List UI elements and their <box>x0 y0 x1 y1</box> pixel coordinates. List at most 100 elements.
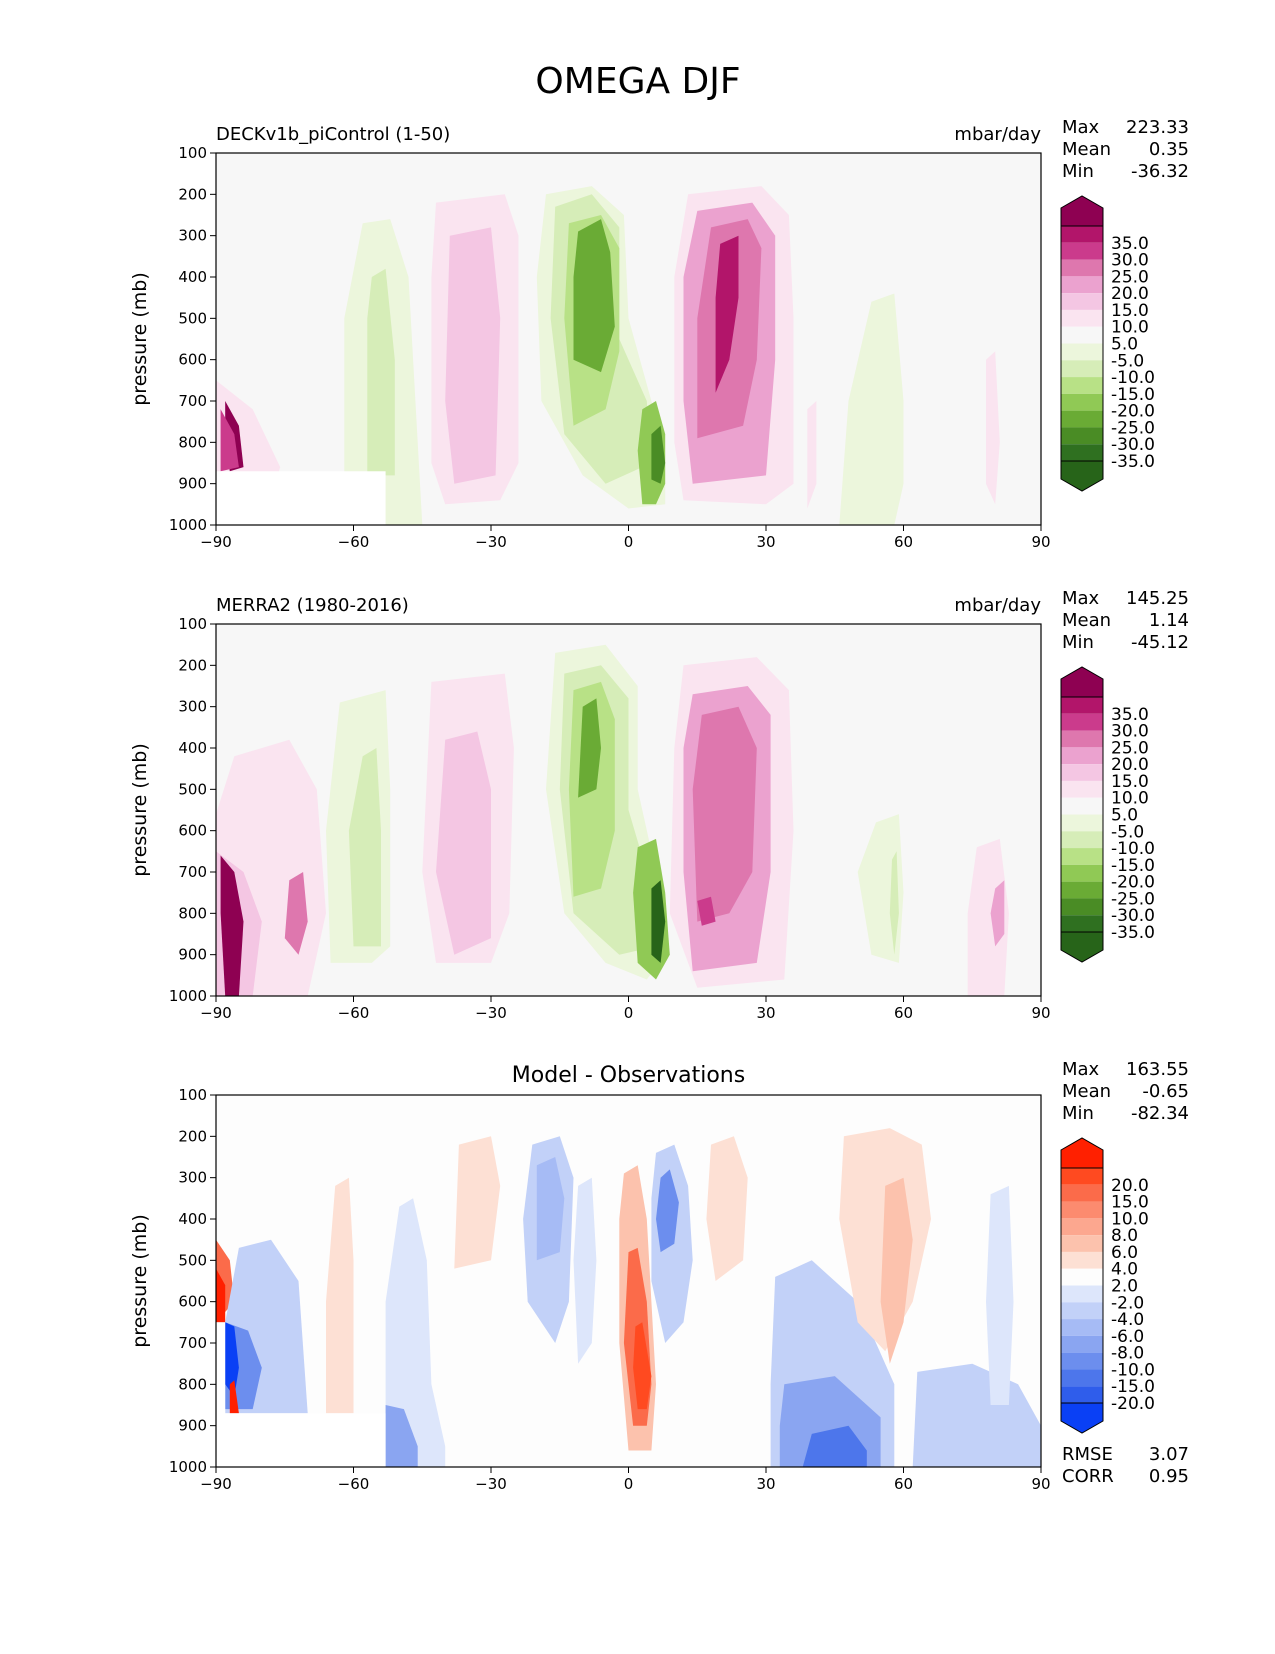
y-tick-label: 400 <box>178 268 207 286</box>
colorbar-label: -35.0 <box>1111 452 1155 472</box>
colorbar: 35.030.025.020.015.010.05.0-5.0-10.0-15.… <box>1060 666 1155 963</box>
x-tick-label: 90 <box>1031 533 1050 551</box>
colorbar-label: -5.0 <box>1111 822 1144 842</box>
colorbar-label: -10.0 <box>1111 839 1155 859</box>
y-tick-label: 400 <box>178 739 207 757</box>
colorbar-label: 20.0 <box>1111 284 1149 304</box>
colorbar-extend-top <box>1060 195 1104 227</box>
x-tick-label: −60 <box>338 533 370 551</box>
contour-region <box>986 1185 1014 1405</box>
contour-region <box>348 748 381 947</box>
colorbar-swatch <box>1061 309 1103 327</box>
y-tick-label: 300 <box>178 1169 207 1187</box>
colorbar-label: 4.0 <box>1111 1260 1138 1280</box>
y-tick-label: 500 <box>178 1251 207 1269</box>
stat-value: 3.07 <box>1149 1444 1189 1465</box>
stat-label: Min <box>1062 161 1094 182</box>
colorbar-label: 10.0 <box>1111 318 1149 338</box>
colorbar-frame <box>1060 696 1104 933</box>
figure-title: OMEGA DJF <box>535 61 740 102</box>
colorbar-label: 15.0 <box>1111 301 1149 321</box>
colorbar-label: -35.0 <box>1111 923 1155 943</box>
contour-region <box>220 855 244 996</box>
contour-field <box>216 644 1009 996</box>
stat-value: 163.55 <box>1126 1059 1189 1080</box>
y-tick-label: 600 <box>178 822 207 840</box>
colorbar-label: -20.0 <box>1111 873 1155 893</box>
panel-3: −90 −60 −30 0 30 60 90 100 200 300 400 500 600 700 800… <box>129 1059 1189 1493</box>
contour-region <box>578 698 601 798</box>
colorbar-label: -10.0 <box>1111 368 1155 388</box>
colorbar-swatch <box>1061 713 1103 731</box>
y-tick-label: 600 <box>178 1293 207 1311</box>
colorbar-swatch <box>1061 764 1103 781</box>
stat-value: 0.95 <box>1149 1466 1189 1487</box>
units-label: mbar/day <box>954 595 1041 616</box>
x-tick-label: −90 <box>200 533 232 551</box>
contour-region <box>651 425 666 484</box>
y-tick-label: 700 <box>178 863 207 881</box>
contour-field <box>216 1128 1041 1467</box>
x-tick-label: −30 <box>475 533 507 551</box>
stat-value: 223.33 <box>1126 117 1189 138</box>
colorbar-label: 30.0 <box>1111 722 1149 742</box>
contour-region <box>367 268 395 476</box>
colorbar: 20.015.010.08.06.04.02.0-2.0-4.0-6.0-8.0… <box>1060 1137 1155 1434</box>
colorbar-swatch <box>1061 1302 1103 1320</box>
contour-region <box>385 1198 446 1467</box>
contour-region <box>692 706 757 922</box>
colorbar-swatch <box>1061 1285 1103 1303</box>
stat-value: 1.14 <box>1149 610 1189 631</box>
panel-title: DECKv1b_piControl (1-50) <box>216 124 450 145</box>
y-tick-label: 100 <box>178 1086 207 1104</box>
y-tick-label: 500 <box>178 309 207 327</box>
colorbar-swatch <box>1061 1218 1103 1236</box>
x-tick-label: −60 <box>338 1475 370 1493</box>
colorbar-swatch <box>1061 797 1103 815</box>
colorbar-label: 5.0 <box>1111 335 1138 355</box>
stat-label: Min <box>1062 1103 1094 1124</box>
contour-field <box>216 186 1000 525</box>
contour-region <box>715 235 739 393</box>
colorbar-swatch <box>1061 410 1103 428</box>
y-tick-label: 1000 <box>169 516 207 534</box>
stat-label: Mean <box>1062 610 1111 631</box>
y-tick-label: 800 <box>178 433 207 451</box>
y-tick-label: 1000 <box>169 1458 207 1476</box>
colorbar-label: -20.0 <box>1111 402 1155 422</box>
colorbar-swatch <box>1061 1335 1103 1353</box>
y-tick-label: 500 <box>178 780 207 798</box>
x-tick-label: −30 <box>475 1004 507 1022</box>
x-tick-label: 0 <box>624 1475 634 1493</box>
colorbar-label: 5.0 <box>1111 806 1138 826</box>
x-tick-label: 60 <box>894 1004 913 1022</box>
colorbar-label: 25.0 <box>1111 267 1149 287</box>
panel-2: −90 −60 −30 0 30 60 90 100 200 300 400 500 600 700 800… <box>129 588 1189 1022</box>
colorbar-swatch <box>1061 1168 1103 1185</box>
colorbar-label: -10.0 <box>1111 1360 1155 1380</box>
colorbar-swatch <box>1061 1184 1103 1202</box>
y-tick-label: 900 <box>178 1417 207 1435</box>
colorbar-label: 35.0 <box>1111 705 1149 725</box>
y-axis-label: pressure (mb) <box>129 272 151 406</box>
colorbar-label: -6.0 <box>1111 1327 1144 1347</box>
stat-label: Max <box>1062 117 1100 138</box>
x-tick-label: −90 <box>200 1475 232 1493</box>
contour-region <box>326 1177 354 1414</box>
stat-label: Min <box>1062 632 1094 653</box>
stat-label: CORR <box>1062 1466 1114 1487</box>
colorbar-swatch <box>1061 730 1103 748</box>
x-tick-label: 90 <box>1031 1475 1050 1493</box>
colorbar-swatch <box>1061 864 1103 882</box>
colorbar-label: -30.0 <box>1111 435 1155 455</box>
colorbar-label: 35.0 <box>1111 234 1149 254</box>
colorbar-extend-bottom <box>1060 460 1104 492</box>
colorbar-frame <box>1060 1167 1104 1404</box>
contour-region <box>990 880 1005 947</box>
colorbar-swatch <box>1061 326 1103 344</box>
contour-region <box>986 351 1000 505</box>
x-tick-label: −30 <box>475 1475 507 1493</box>
stat-label: Mean <box>1062 1081 1111 1102</box>
colorbar-label: 15.0 <box>1111 772 1149 792</box>
